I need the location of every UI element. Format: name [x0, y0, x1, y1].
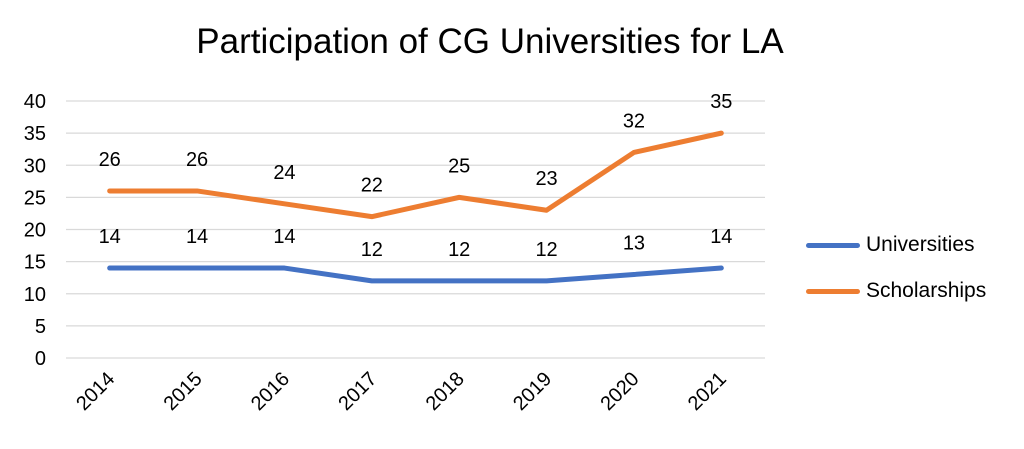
data-label: 32 [623, 110, 645, 132]
chart-title: Participation of CG Universities for LA [196, 22, 784, 61]
gridlines [66, 100, 765, 359]
y-tick-label: 10 [24, 284, 46, 306]
y-tick-label: 0 [35, 348, 46, 370]
x-tick-label: 2020 [596, 368, 643, 415]
data-label: 12 [361, 239, 383, 261]
legend-swatch-scholarships [806, 288, 860, 294]
series-lines [107, 130, 724, 284]
data-label: 14 [99, 226, 121, 248]
series-line-universities [107, 265, 724, 284]
data-label: 12 [448, 239, 470, 261]
x-tick-label: 2015 [160, 368, 207, 415]
y-tick-label: 25 [24, 187, 46, 209]
x-tick-label: 2019 [509, 368, 556, 415]
data-label: 23 [535, 168, 557, 190]
x-tick-label: 2014 [72, 368, 119, 415]
data-label: 13 [623, 232, 645, 254]
y-tick-label: 30 [24, 155, 46, 177]
y-tick-label: 20 [24, 220, 46, 242]
data-label: 14 [273, 226, 295, 248]
data-labels: 14 14 14 12 12 12 13 14 26 26 24 22 25 23 32 35 [99, 91, 733, 261]
x-axis-tick-labels: 2014 2015 2016 2017 2018 2019 2020 2021 [72, 368, 731, 415]
series-line-scholarships [107, 130, 724, 220]
legend-item-scholarships: Scholarships [806, 268, 986, 314]
y-tick-label: 15 [24, 252, 46, 274]
x-tick-label: 2017 [334, 368, 381, 415]
legend-label-scholarships: Scholarships [866, 279, 987, 302]
x-tick-label: 2016 [247, 368, 294, 415]
x-tick-label: 2018 [422, 368, 469, 415]
y-tick-label: 40 [24, 91, 46, 113]
data-label: 14 [710, 226, 732, 248]
data-label: 12 [535, 239, 557, 261]
legend-swatch-universities [806, 242, 860, 248]
data-label: 22 [361, 175, 383, 197]
legend-item-universities: Universities [806, 222, 986, 268]
y-tick-label: 35 [24, 123, 46, 145]
data-label: 25 [448, 155, 470, 177]
data-label: 24 [273, 162, 295, 184]
legend-label-universities: Universities [866, 233, 975, 256]
legend: Universities Scholarships [806, 222, 986, 314]
x-tick-label: 2021 [684, 368, 731, 415]
data-label: 14 [186, 226, 208, 248]
y-tick-label: 5 [35, 316, 46, 338]
data-label: 35 [710, 91, 732, 113]
y-axis-tick-labels: 0 5 10 15 20 25 30 35 40 [24, 91, 46, 370]
data-label: 26 [186, 149, 208, 171]
data-label: 26 [99, 149, 121, 171]
